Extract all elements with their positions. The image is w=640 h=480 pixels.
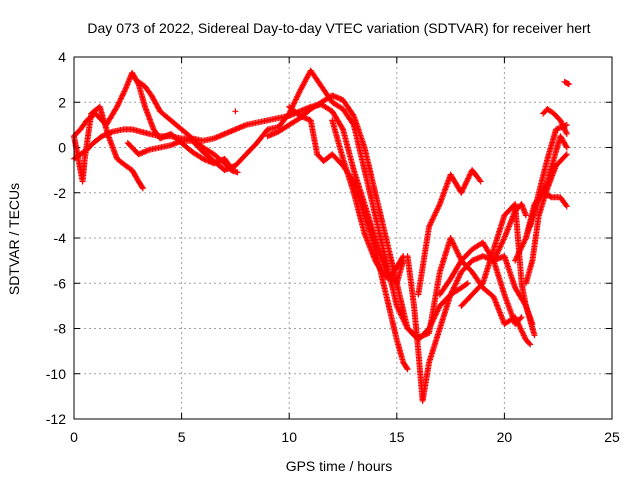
data-point-marker [561, 126, 568, 133]
data-point-marker [563, 130, 570, 137]
x-tick-label: 15 [389, 429, 405, 445]
data-point-marker [399, 254, 406, 261]
data-point-marker [527, 341, 534, 348]
data-point-marker [404, 366, 411, 373]
y-tick-label: -2 [54, 185, 67, 201]
data-series [458, 201, 536, 327]
data-point-marker [114, 102, 121, 109]
chart-title: Day 073 of 2022, Sidereal Day-to-day VTE… [87, 20, 590, 36]
data-point-marker [562, 152, 569, 159]
data-point-marker [139, 185, 146, 192]
data-point-marker [464, 280, 471, 287]
data-point-marker [563, 129, 570, 136]
data-point-marker [232, 108, 239, 115]
data-point-marker [531, 332, 538, 339]
data-point-marker [121, 88, 128, 95]
data-series [527, 121, 570, 230]
y-tick-label: 4 [58, 49, 66, 65]
x-tick-label: 20 [497, 429, 513, 445]
data-point-marker [120, 89, 127, 96]
data-series [232, 108, 239, 115]
data-point-marker [116, 99, 123, 106]
data-point-marker [561, 125, 568, 132]
x-tick-label: 0 [70, 429, 78, 445]
data-series [71, 103, 146, 192]
data-series [415, 167, 484, 298]
data-series [522, 151, 570, 287]
data-point-marker [118, 94, 125, 101]
data-point-marker [562, 128, 569, 135]
data-point-marker [463, 281, 470, 288]
x-axis-label: GPS time / hours [286, 458, 393, 474]
data-point-marker [563, 143, 570, 150]
data-series [135, 78, 241, 176]
data-point-marker [558, 120, 565, 127]
data-point-marker [563, 151, 570, 158]
data-point-marker [565, 81, 572, 88]
data-point-marker [121, 87, 128, 94]
data-point-marker [339, 125, 346, 132]
data-point-marker [119, 92, 126, 99]
data-point-marker [560, 124, 567, 131]
data-point-marker [119, 91, 126, 98]
data-point-marker [547, 193, 554, 200]
y-tick-label: -10 [46, 366, 66, 382]
data-point-marker [115, 100, 122, 107]
data-point-marker [234, 169, 241, 176]
data-point-marker [559, 122, 566, 129]
data-series [426, 235, 534, 348]
data-point-marker [529, 320, 536, 327]
data-point-marker [118, 95, 125, 102]
data-point-marker [526, 340, 533, 347]
y-tick-label: -4 [54, 230, 67, 246]
y-tick-label: -8 [54, 321, 67, 337]
data-point-marker [563, 203, 570, 210]
data-series [540, 106, 570, 137]
data-point-marker [559, 121, 566, 128]
data-points [71, 67, 572, 404]
y-axis-label: SDTVAR / TECUs [6, 183, 22, 295]
data-point-marker [522, 212, 529, 219]
y-tick-label: -12 [46, 411, 66, 427]
data-point-marker [557, 117, 564, 124]
data-point-marker [477, 178, 484, 185]
data-point-marker [139, 184, 146, 191]
x-tick-label: 5 [178, 429, 186, 445]
data-series [522, 189, 570, 241]
plot-frame [73, 56, 613, 420]
data-point-marker [476, 177, 483, 184]
data-point-marker [557, 118, 564, 125]
y-tick-label: 0 [58, 140, 66, 156]
data-point-marker [116, 98, 123, 105]
data-point-marker [563, 144, 570, 151]
data-series [561, 78, 572, 88]
y-tick-label: 2 [58, 94, 66, 110]
x-tick-label: 25 [604, 429, 620, 445]
data-point-marker [117, 96, 124, 103]
y-tick-label: -6 [54, 275, 67, 291]
data-series [490, 201, 529, 264]
data-point-marker [403, 365, 410, 372]
data-series [329, 117, 407, 282]
data-point-marker [562, 202, 569, 209]
data-point-marker [114, 103, 121, 110]
x-tick-label: 10 [281, 429, 297, 445]
data-point-marker [518, 314, 525, 321]
